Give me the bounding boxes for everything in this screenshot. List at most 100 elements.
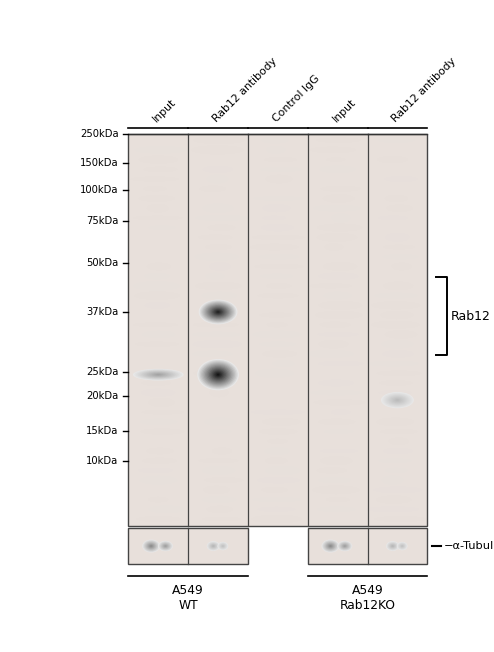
Ellipse shape — [397, 542, 407, 550]
Ellipse shape — [133, 369, 184, 381]
Ellipse shape — [160, 542, 171, 550]
Ellipse shape — [213, 371, 223, 379]
Text: 150kDa: 150kDa — [80, 158, 119, 168]
Ellipse shape — [219, 543, 227, 549]
Ellipse shape — [391, 545, 394, 547]
Ellipse shape — [327, 544, 334, 548]
Bar — [128, 134, 427, 526]
Text: Rab12: Rab12 — [451, 310, 491, 323]
Ellipse shape — [388, 542, 397, 550]
Ellipse shape — [399, 543, 406, 549]
Ellipse shape — [339, 542, 350, 550]
Bar — [308, 528, 427, 564]
Ellipse shape — [206, 304, 230, 319]
Ellipse shape — [158, 541, 173, 551]
Ellipse shape — [142, 540, 160, 552]
Ellipse shape — [211, 544, 215, 548]
Ellipse shape — [147, 542, 156, 549]
Ellipse shape — [322, 540, 339, 552]
Ellipse shape — [341, 544, 348, 548]
Ellipse shape — [327, 543, 334, 549]
Ellipse shape — [149, 372, 168, 377]
Ellipse shape — [211, 370, 225, 379]
Ellipse shape — [212, 545, 214, 547]
Ellipse shape — [218, 542, 228, 550]
Ellipse shape — [328, 544, 333, 548]
Ellipse shape — [324, 541, 337, 551]
Ellipse shape — [329, 545, 332, 547]
Ellipse shape — [164, 545, 167, 548]
Ellipse shape — [392, 398, 403, 403]
Ellipse shape — [207, 541, 220, 551]
Ellipse shape — [144, 372, 172, 378]
Ellipse shape — [387, 542, 398, 550]
Ellipse shape — [382, 393, 413, 408]
Ellipse shape — [162, 544, 169, 548]
Ellipse shape — [141, 370, 176, 379]
Ellipse shape — [214, 372, 222, 378]
Ellipse shape — [217, 542, 228, 550]
Ellipse shape — [342, 544, 347, 548]
Ellipse shape — [214, 310, 222, 314]
Ellipse shape — [206, 366, 230, 383]
Ellipse shape — [147, 543, 155, 549]
Ellipse shape — [205, 365, 231, 385]
Bar — [128, 528, 248, 564]
Ellipse shape — [219, 543, 227, 549]
Ellipse shape — [386, 541, 399, 551]
Ellipse shape — [160, 542, 171, 550]
Text: A549
Rab12KO: A549 Rab12KO — [339, 584, 396, 612]
Ellipse shape — [391, 545, 394, 547]
Ellipse shape — [138, 370, 179, 379]
Ellipse shape — [209, 542, 218, 550]
Ellipse shape — [152, 373, 165, 376]
Ellipse shape — [384, 394, 411, 407]
Ellipse shape — [387, 395, 408, 405]
Ellipse shape — [337, 541, 352, 551]
Ellipse shape — [209, 306, 227, 318]
Ellipse shape — [218, 542, 227, 550]
Text: 20kDa: 20kDa — [86, 391, 119, 401]
Ellipse shape — [164, 545, 167, 547]
Ellipse shape — [208, 542, 218, 550]
Ellipse shape — [395, 399, 400, 401]
Text: 250kDa: 250kDa — [80, 128, 119, 139]
Text: A549
WT: A549 WT — [172, 584, 204, 612]
Ellipse shape — [144, 541, 158, 551]
Text: 25kDa: 25kDa — [86, 367, 119, 377]
Ellipse shape — [211, 307, 225, 317]
Ellipse shape — [401, 544, 404, 548]
Ellipse shape — [146, 542, 156, 550]
Ellipse shape — [388, 396, 407, 405]
Ellipse shape — [342, 544, 348, 548]
Ellipse shape — [208, 306, 228, 318]
Ellipse shape — [401, 545, 404, 547]
Ellipse shape — [339, 542, 351, 550]
Ellipse shape — [209, 543, 217, 549]
Ellipse shape — [400, 544, 404, 548]
Ellipse shape — [150, 545, 152, 547]
Ellipse shape — [200, 301, 236, 323]
Ellipse shape — [161, 542, 170, 550]
Ellipse shape — [385, 394, 410, 406]
Ellipse shape — [211, 544, 216, 548]
Ellipse shape — [197, 359, 239, 391]
Ellipse shape — [326, 542, 335, 549]
Ellipse shape — [398, 543, 406, 549]
Text: Input: Input — [330, 97, 358, 124]
Ellipse shape — [386, 541, 399, 551]
Ellipse shape — [221, 545, 224, 547]
Ellipse shape — [159, 541, 172, 550]
Ellipse shape — [143, 540, 160, 552]
Ellipse shape — [393, 398, 402, 402]
Text: 50kDa: 50kDa — [86, 258, 119, 268]
Ellipse shape — [210, 369, 226, 381]
Ellipse shape — [217, 374, 219, 376]
Ellipse shape — [343, 545, 347, 548]
Ellipse shape — [203, 302, 234, 322]
Ellipse shape — [159, 541, 172, 551]
Ellipse shape — [221, 544, 225, 548]
Ellipse shape — [397, 542, 408, 550]
Ellipse shape — [209, 543, 217, 549]
Ellipse shape — [143, 541, 159, 552]
